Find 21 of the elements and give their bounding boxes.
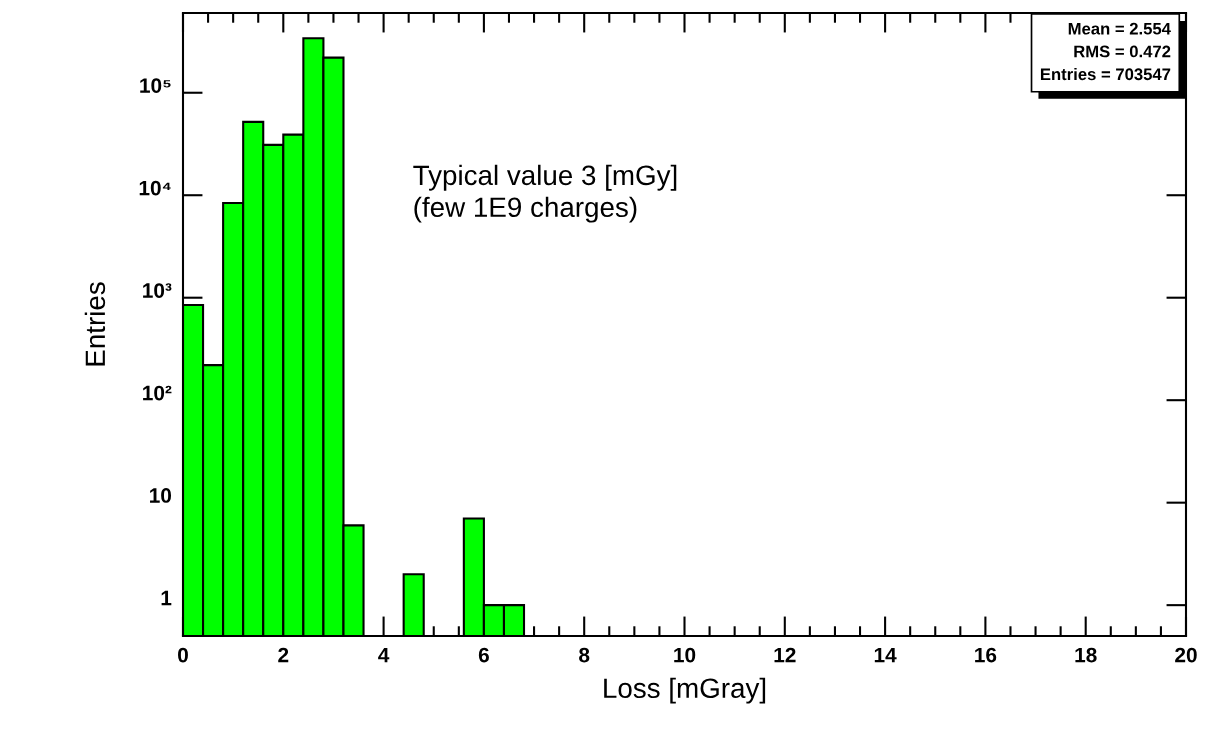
y-axis-title: Entries	[84, 282, 106, 366]
x-tick-label: 18	[1075, 647, 1097, 663]
y-tick-label: 10²	[143, 385, 172, 401]
annotation: Mean = 2.554 RMS = 0.472 Entries = 703547	[1040, 22, 1171, 81]
x-tick-label: 4	[378, 647, 390, 663]
y-tick-label: 10³	[143, 283, 172, 298]
x-tick-label: 2	[278, 647, 289, 663]
x-tick-label: 8	[579, 647, 590, 663]
y-tick-label: 10⁴	[139, 180, 171, 196]
x-tick-label: 16	[975, 647, 997, 663]
y-tick-label: 10⁵	[140, 78, 171, 93]
x-tick-label: 0	[178, 647, 188, 663]
y-tick-label: 10	[150, 488, 172, 503]
x-tick-label: 6	[478, 647, 489, 663]
x-tick-label: 20	[1175, 647, 1197, 663]
y-tick-label: 1	[161, 590, 172, 606]
x-tick-label: 14	[874, 647, 897, 663]
x-axis-title: Loss [mGray]	[604, 677, 766, 704]
annotation: Typical value 3 [mGy] (few 1E9 charges)	[413, 164, 677, 223]
x-tick-label: 12	[774, 647, 796, 663]
x-tick-label: 10	[674, 647, 696, 663]
